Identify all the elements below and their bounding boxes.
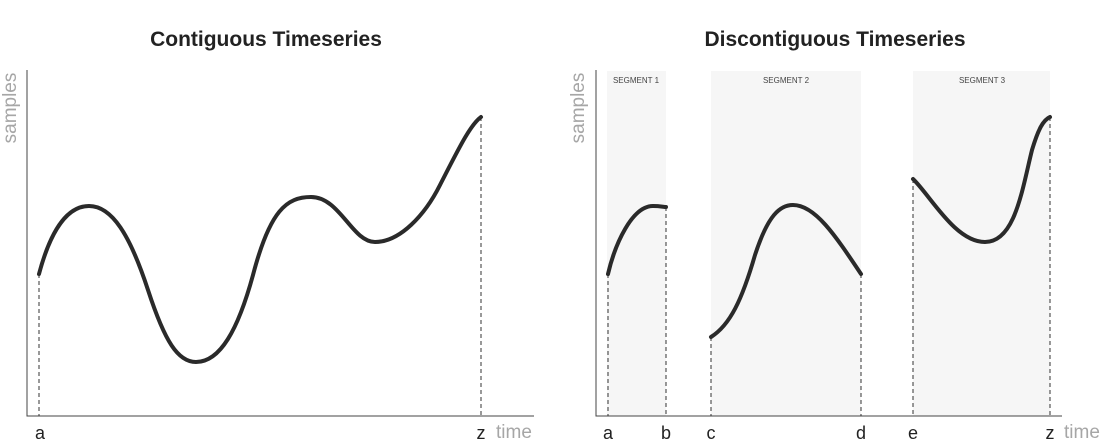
right-tick-d: d — [856, 423, 866, 442]
segment-1-curve — [606, 204, 668, 276]
contiguous-panel: Contiguous Timeseries samples a z time — [0, 28, 534, 442]
segment-2-label: SEGMENT 2 — [763, 76, 810, 85]
left-x-axis-label: time — [496, 422, 532, 442]
right-y-axis-label: samples — [568, 73, 589, 144]
left-y-axis-label: samples — [0, 73, 21, 144]
segment-2-region — [711, 71, 861, 416]
right-axes — [595, 70, 1062, 417]
left-tick-a: a — [35, 423, 46, 442]
right-x-axis-label: time — [1064, 422, 1100, 442]
discontiguous-panel: Discontiguous Timeseries samples SEGMENT… — [568, 28, 1100, 442]
left-tick-z: z — [477, 423, 486, 442]
right-tick-e: e — [908, 423, 918, 442]
contiguous-series-curve — [37, 115, 483, 364]
segment-1-label: SEGMENT 1 — [613, 76, 660, 85]
left-panel-title: Contiguous Timeseries — [150, 28, 382, 51]
right-tick-b: b — [661, 423, 671, 442]
segment-3-label: SEGMENT 3 — [959, 76, 1006, 85]
segment-3-curve — [911, 115, 1052, 244]
right-tick-c: c — [707, 423, 716, 442]
left-axes — [26, 70, 534, 417]
segment-2-curve — [709, 203, 863, 339]
right-tick-a: a — [603, 423, 614, 442]
right-panel-title: Discontiguous Timeseries — [704, 28, 965, 51]
right-tick-z: z — [1046, 423, 1055, 442]
